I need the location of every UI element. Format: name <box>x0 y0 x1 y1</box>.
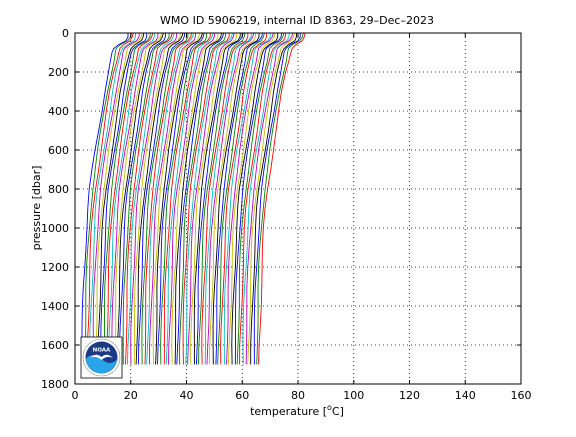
x-tick-label: 0 <box>72 389 79 402</box>
y-tick-label: 800 <box>48 183 69 196</box>
profile-line <box>111 33 159 365</box>
profile-line <box>239 33 287 365</box>
profile-line <box>103 33 151 365</box>
profile-line <box>258 33 306 365</box>
profile-line <box>84 33 132 365</box>
y-tick-label: 1800 <box>41 378 69 391</box>
profile-line <box>81 33 129 365</box>
profile-line <box>94 33 143 365</box>
x-tick-label: 80 <box>291 389 305 402</box>
profile-line <box>149 33 197 365</box>
x-axis: 0 20 40 60 80 100 120 140 160 <box>72 33 532 402</box>
profile-line <box>231 33 279 365</box>
profile-line <box>212 33 260 365</box>
profile-line <box>152 33 200 365</box>
y-tick-label: 1000 <box>41 222 69 235</box>
profile-line <box>236 33 285 365</box>
profile-line <box>256 33 304 365</box>
profile-line <box>250 33 298 365</box>
profile-line <box>215 33 263 365</box>
noaa-logo: NOAA <box>80 336 123 379</box>
profile-line <box>96 33 145 365</box>
profile-line <box>160 33 208 365</box>
profile-line <box>198 33 246 365</box>
y-tick-label: 400 <box>48 105 69 118</box>
profile-line <box>163 33 211 365</box>
profile-line <box>126 33 175 365</box>
x-tick-label: 160 <box>511 389 532 402</box>
profile-line <box>204 33 252 365</box>
profile-line <box>89 33 136 365</box>
y-tick-label: 200 <box>48 66 69 79</box>
profile-line <box>185 33 233 365</box>
profile-line <box>226 33 274 365</box>
profile-line <box>114 33 162 365</box>
profile-line <box>155 33 203 365</box>
chart-title: WMO ID 5906219, internal ID 8363, 29–Dec… <box>160 14 434 27</box>
profile-line <box>105 33 154 365</box>
profile-line <box>146 33 195 365</box>
y-tick-label: 0 <box>62 27 69 40</box>
profile-line <box>168 33 216 365</box>
x-tick-label: 20 <box>124 389 138 402</box>
x-tick-label: 100 <box>343 389 364 402</box>
profile-line <box>242 33 290 365</box>
profile-line <box>130 33 178 365</box>
x-tick-label: 140 <box>455 389 476 402</box>
profile-line <box>171 33 219 365</box>
x-tick-label: 60 <box>235 389 249 402</box>
profile-line <box>144 33 192 365</box>
profile-line <box>108 33 156 365</box>
profile-line <box>187 33 235 365</box>
profile-line <box>193 33 241 365</box>
profiles <box>81 33 306 365</box>
profile-line <box>245 33 294 365</box>
profile-line <box>228 33 276 365</box>
profile-line <box>122 33 170 365</box>
profile-line <box>206 33 255 365</box>
profile-line <box>253 33 301 365</box>
profile-line <box>182 33 230 365</box>
x-axis-label: temperature [oC] <box>250 403 344 418</box>
profile-line <box>220 33 268 365</box>
profile-line <box>195 33 244 365</box>
y-tick-label: 600 <box>48 144 69 157</box>
profile-line <box>174 33 222 365</box>
y-tick-label: 1200 <box>41 261 69 274</box>
profile-line <box>116 33 164 365</box>
x-tick-label: 120 <box>399 389 420 402</box>
profile-line <box>217 33 265 365</box>
y-tick-label: 1400 <box>41 300 69 313</box>
profile-line <box>201 33 249 365</box>
profile-line <box>135 33 184 365</box>
profile-line <box>179 33 227 365</box>
profile-line <box>190 33 238 365</box>
x-tick-label: 40 <box>180 389 194 402</box>
profile-line <box>119 33 166 365</box>
profile-line <box>133 33 181 365</box>
profile-line <box>92 33 140 365</box>
profile-line <box>100 33 148 365</box>
profile-line <box>247 33 296 365</box>
profile-line <box>157 33 205 365</box>
y-axis-label: pressure [dbar] <box>30 166 43 251</box>
y-axis: 0 200 400 600 800 1000 1200 1400 1600 1800 <box>41 27 521 391</box>
profile-line <box>86 33 134 365</box>
profile-line <box>223 33 271 365</box>
profile-line <box>165 33 214 365</box>
y-tick-label: 1600 <box>41 339 69 352</box>
profile-line <box>209 33 257 365</box>
profile-line <box>176 33 225 365</box>
svg-text:NOAA: NOAA <box>93 348 111 354</box>
profile-line <box>125 33 173 365</box>
profile-line <box>141 33 189 365</box>
profile-line <box>234 33 282 365</box>
profile-line <box>138 33 186 365</box>
